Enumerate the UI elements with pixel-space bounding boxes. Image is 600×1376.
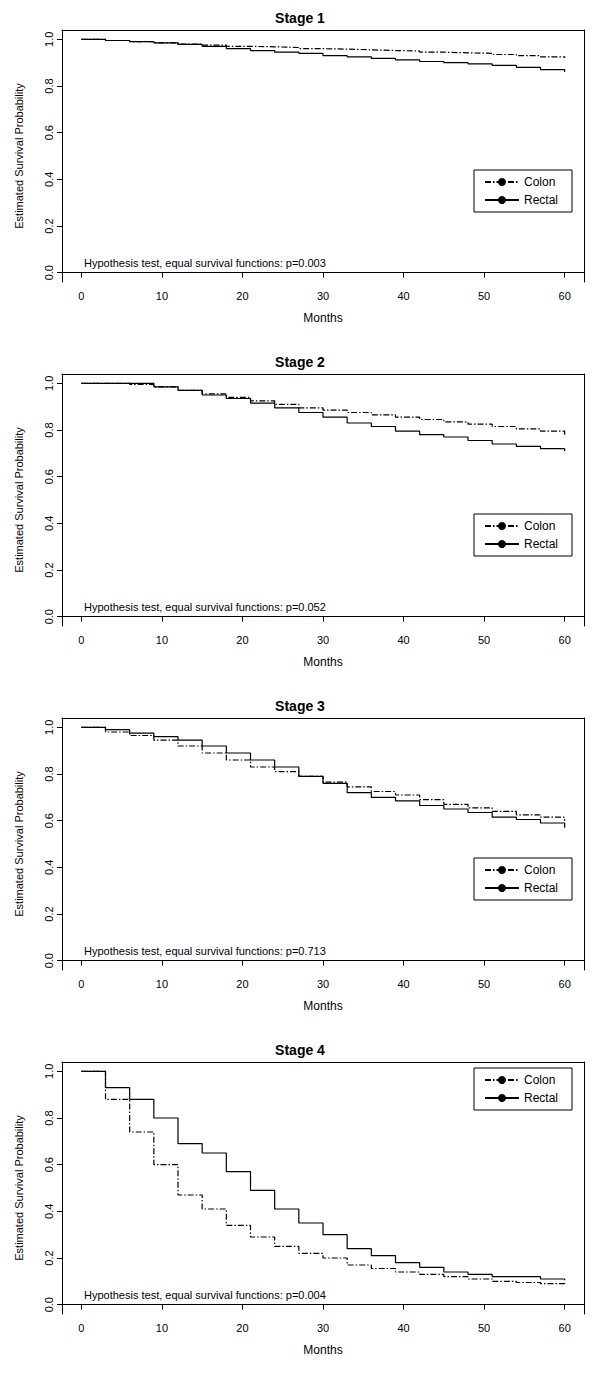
svg-text:Hypothesis test, equal surviva: Hypothesis test, equal survival function… — [84, 1289, 326, 1301]
svg-text:50: 50 — [478, 634, 490, 646]
svg-text:40: 40 — [397, 1322, 409, 1334]
svg-text:0.8: 0.8 — [43, 78, 55, 93]
svg-text:Colon: Colon — [524, 863, 555, 877]
svg-text:0.2: 0.2 — [43, 218, 55, 233]
svg-text:50: 50 — [478, 978, 490, 990]
svg-text:Months: Months — [303, 655, 342, 669]
svg-text:Months: Months — [303, 311, 342, 325]
svg-text:Colon: Colon — [524, 175, 555, 189]
svg-text:0: 0 — [78, 978, 84, 990]
svg-text:20: 20 — [236, 634, 248, 646]
svg-text:60: 60 — [559, 290, 571, 302]
svg-text:0.2: 0.2 — [43, 562, 55, 577]
svg-text:0.8: 0.8 — [43, 766, 55, 781]
svg-text:20: 20 — [236, 290, 248, 302]
svg-text:1.0: 1.0 — [43, 1064, 55, 1079]
svg-text:60: 60 — [559, 1322, 571, 1334]
svg-text:40: 40 — [397, 978, 409, 990]
svg-text:0.0: 0.0 — [43, 609, 55, 624]
svg-text:Rectal: Rectal — [524, 881, 558, 895]
svg-text:Stage 4: Stage 4 — [275, 1042, 325, 1058]
svg-text:0: 0 — [78, 290, 84, 302]
svg-text:Stage 1: Stage 1 — [275, 10, 325, 26]
svg-text:10: 10 — [156, 290, 168, 302]
svg-text:0.2: 0.2 — [43, 906, 55, 921]
svg-text:0.0: 0.0 — [43, 1297, 55, 1312]
svg-text:30: 30 — [317, 978, 329, 990]
svg-text:0: 0 — [78, 1322, 84, 1334]
svg-text:Months: Months — [303, 1343, 342, 1357]
svg-text:0.6: 0.6 — [43, 813, 55, 828]
svg-text:0.6: 0.6 — [43, 469, 55, 484]
svg-text:Estimated Survival Probability: Estimated Survival Probability — [13, 771, 25, 917]
svg-text:60: 60 — [559, 634, 571, 646]
svg-text:0.2: 0.2 — [43, 1250, 55, 1265]
svg-text:0.4: 0.4 — [43, 172, 55, 187]
svg-text:0.0: 0.0 — [43, 953, 55, 968]
svg-text:0.4: 0.4 — [43, 1204, 55, 1219]
svg-text:30: 30 — [317, 290, 329, 302]
svg-text:Estimated Survival Probability: Estimated Survival Probability — [13, 427, 25, 573]
svg-text:20: 20 — [236, 978, 248, 990]
svg-text:0: 0 — [78, 634, 84, 646]
svg-text:Estimated Survival Probability: Estimated Survival Probability — [13, 83, 25, 229]
svg-text:0.4: 0.4 — [43, 860, 55, 875]
svg-text:20: 20 — [236, 1322, 248, 1334]
svg-text:60: 60 — [559, 978, 571, 990]
svg-text:10: 10 — [156, 978, 168, 990]
svg-text:1.0: 1.0 — [43, 720, 55, 735]
svg-text:Stage 3: Stage 3 — [275, 698, 325, 714]
svg-text:0.0: 0.0 — [43, 265, 55, 280]
svg-text:0.4: 0.4 — [43, 516, 55, 531]
svg-text:1.0: 1.0 — [43, 376, 55, 391]
svg-text:0.6: 0.6 — [43, 125, 55, 140]
svg-text:Hypothesis test, equal surviva: Hypothesis test, equal survival function… — [84, 601, 326, 613]
svg-text:30: 30 — [317, 1322, 329, 1334]
svg-text:Stage 2: Stage 2 — [275, 354, 325, 370]
svg-text:0.6: 0.6 — [43, 1157, 55, 1172]
svg-text:50: 50 — [478, 290, 490, 302]
svg-text:Colon: Colon — [524, 519, 555, 533]
svg-text:10: 10 — [156, 1322, 168, 1334]
svg-text:Estimated Survival Probability: Estimated Survival Probability — [13, 1115, 25, 1261]
svg-text:Colon: Colon — [524, 1073, 555, 1087]
svg-text:30: 30 — [317, 634, 329, 646]
svg-text:40: 40 — [397, 290, 409, 302]
svg-text:1.0: 1.0 — [43, 32, 55, 47]
svg-text:Rectal: Rectal — [524, 193, 558, 207]
svg-text:Rectal: Rectal — [524, 1091, 558, 1105]
svg-text:Hypothesis test, equal surviva: Hypothesis test, equal survival function… — [84, 945, 326, 957]
svg-text:Months: Months — [303, 999, 342, 1013]
svg-text:40: 40 — [397, 634, 409, 646]
svg-text:50: 50 — [478, 1322, 490, 1334]
svg-text:0.8: 0.8 — [43, 1110, 55, 1125]
svg-text:Hypothesis test, equal surviva: Hypothesis test, equal survival function… — [84, 257, 326, 269]
svg-text:10: 10 — [156, 634, 168, 646]
svg-text:0.8: 0.8 — [43, 422, 55, 437]
svg-text:Rectal: Rectal — [524, 537, 558, 551]
